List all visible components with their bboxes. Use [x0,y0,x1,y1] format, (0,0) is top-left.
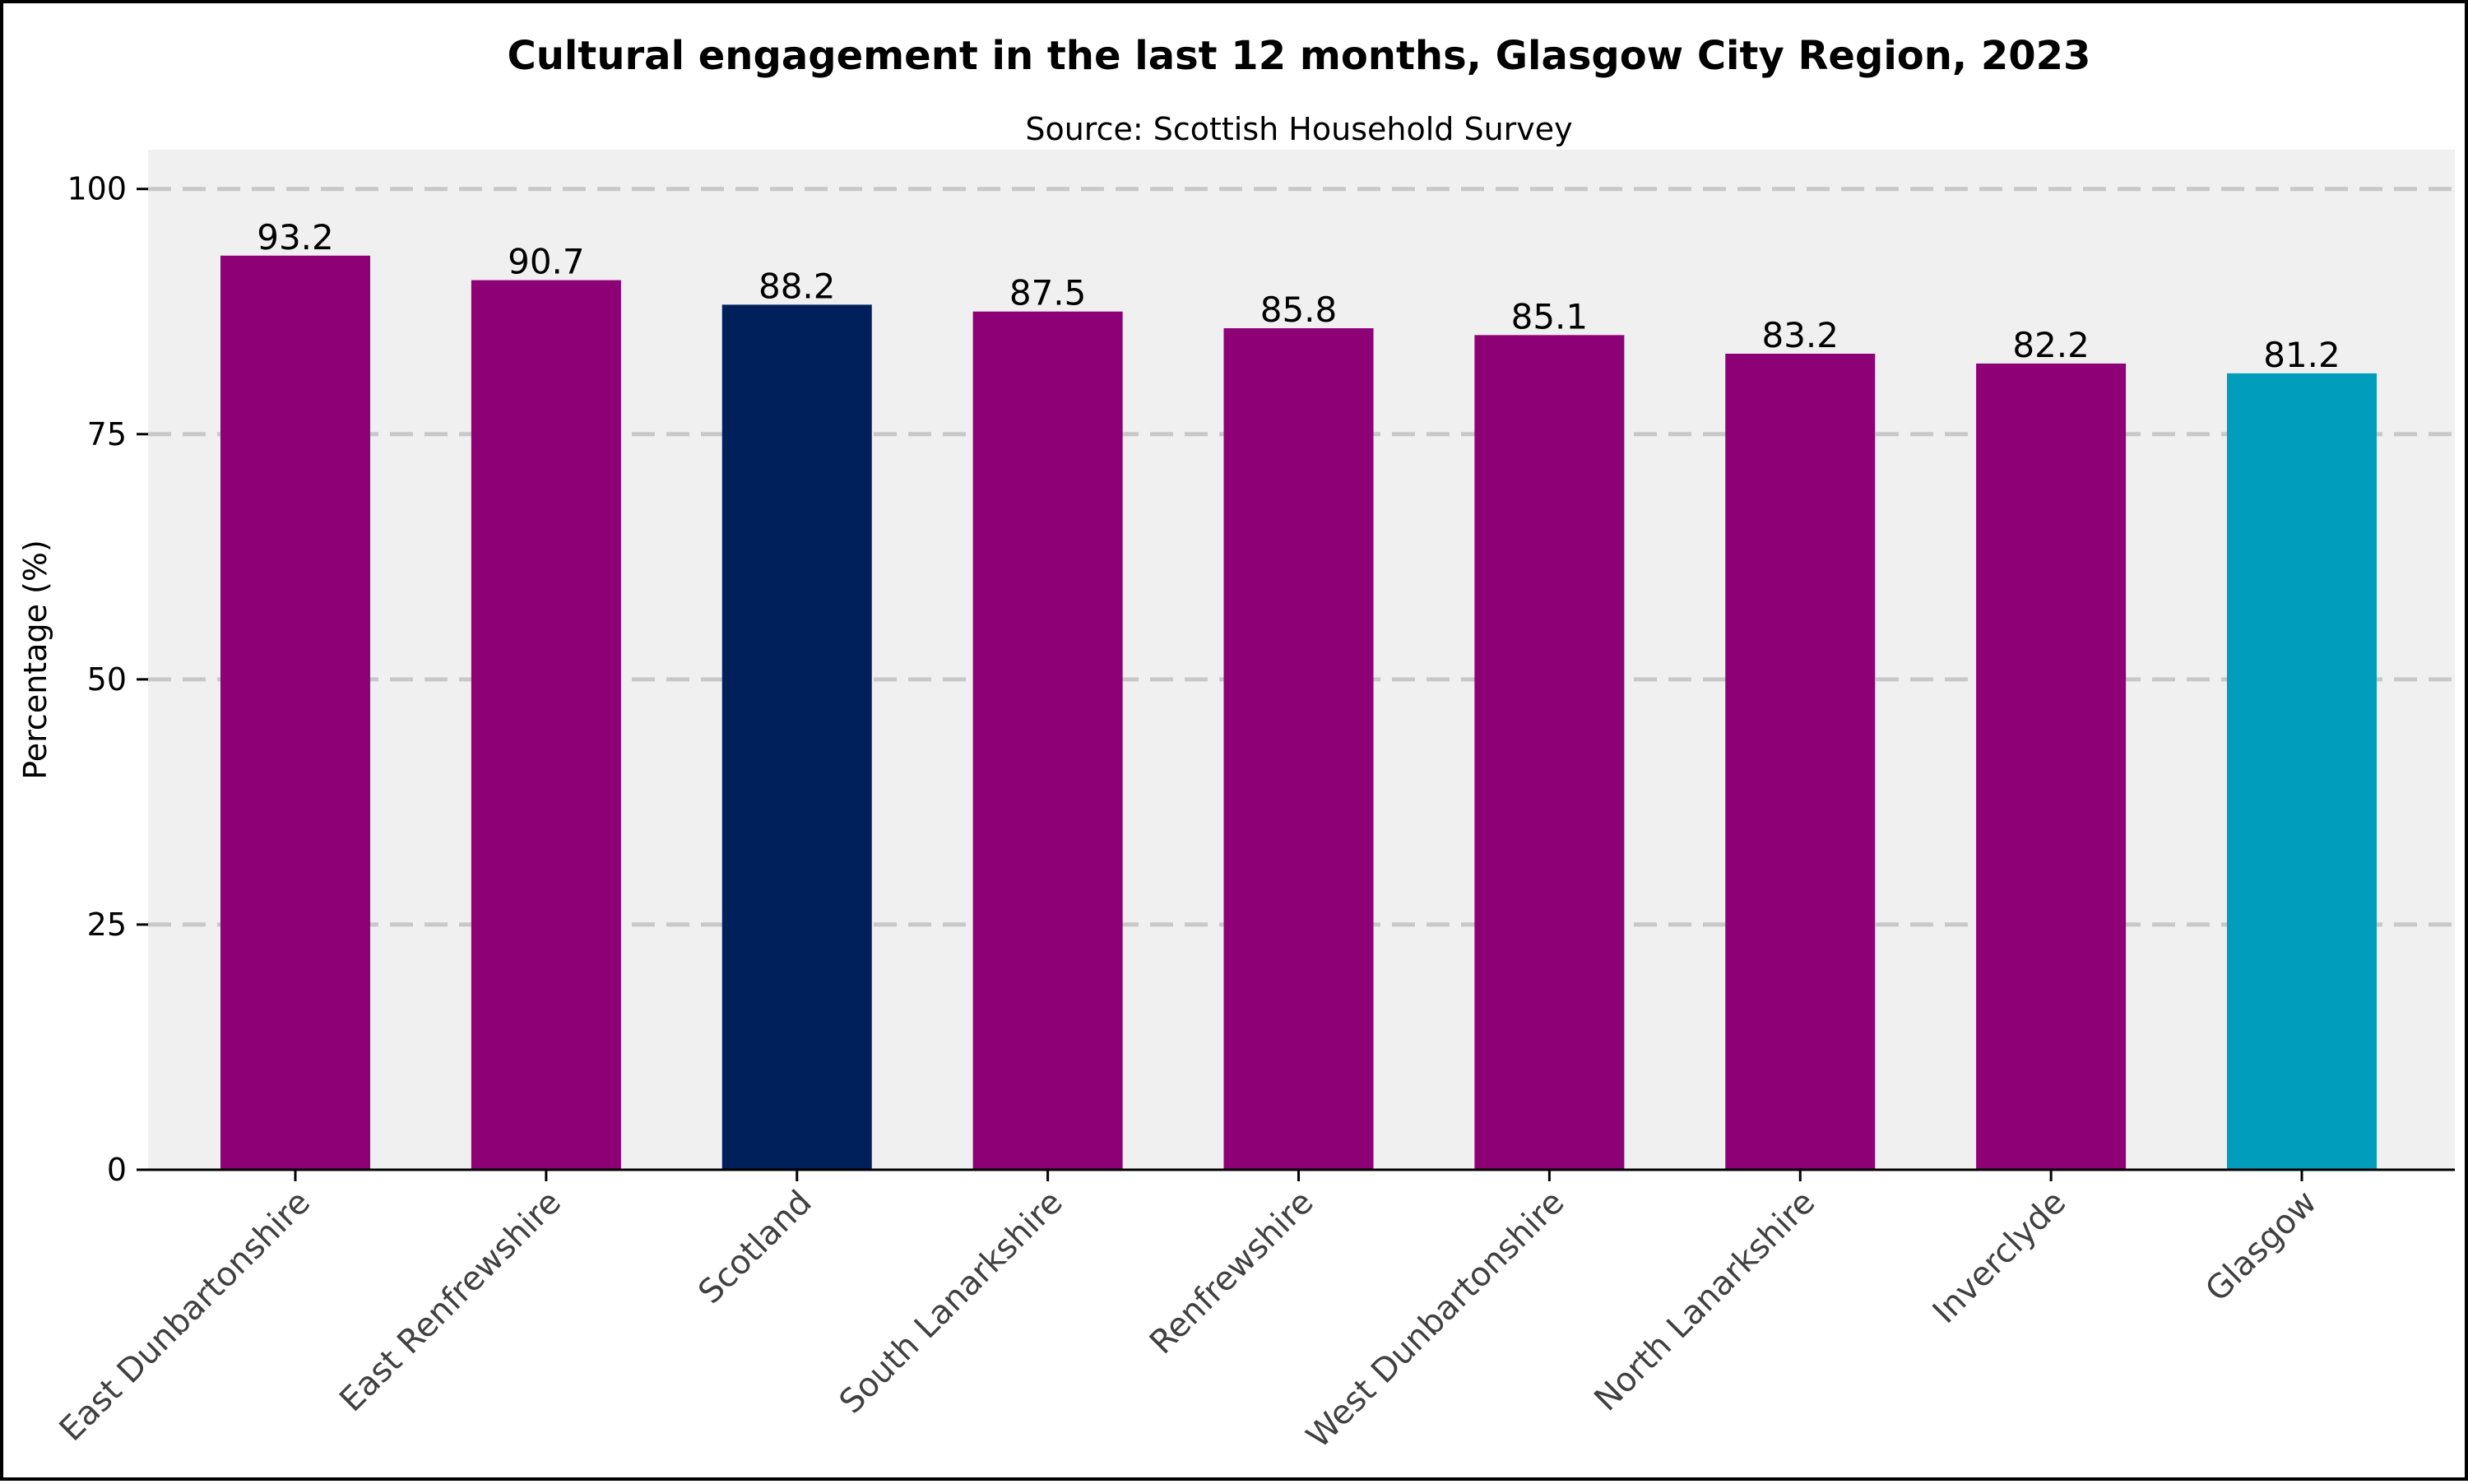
x-axis: East Dunbartonshire East Renfrewshire Scot… [53,1170,2324,1455]
x-tick-label: Inverclyde [1926,1184,2073,1331]
bar-inverclyde [1976,363,2127,1170]
x-tick-label: Scotland [691,1184,819,1311]
y-tick-label: 100 [67,171,127,207]
data-label: 93.2 [257,217,334,257]
y-tick-label: 25 [87,907,127,943]
data-label: 88.2 [758,266,836,306]
data-label: 81.2 [2263,335,2340,375]
chart-canvas: 93.2 90.7 88.2 87.5 85.8 85.1 83.2 82.2 81.2 0 25… [17,33,2455,1455]
x-tick-label: Glasgow [2198,1184,2324,1310]
chart-subtitle: Source: Scottish Household Survey [1025,111,1572,147]
bar-east-renfrewshire [471,280,621,1171]
y-axis-title: Percentage (%) [17,540,53,780]
bar-east-dunbartonshire [220,255,370,1170]
y-tick-label: 0 [107,1152,127,1188]
data-label: 90.7 [508,242,585,282]
bar-glasgow [2227,373,2377,1170]
data-label: 85.1 [1511,296,1589,336]
bar-renfrewshire [1223,328,1374,1170]
data-label: 85.8 [1260,290,1338,330]
bars [220,255,2377,1171]
x-tick-label: East Renfrewshire [332,1184,568,1420]
y-axis: 0 25 50 75 100 [67,171,148,1188]
x-tick-label: East Dunbartonshire [53,1184,318,1449]
data-label: 82.2 [2012,325,2090,365]
bar-south-lanarkshire [972,311,1123,1171]
bar-west-dunbartonshire [1474,335,1625,1170]
data-label: 87.5 [1009,273,1087,313]
y-tick-label: 75 [87,416,127,452]
bar-scotland [721,304,872,1170]
bar-north-lanarkshire [1725,354,1876,1170]
x-tick-label: South Lanarkshire [833,1184,1070,1421]
chart-title: Cultural engagement in the last 12 month… [508,33,2091,79]
data-label: 83.2 [1761,315,1839,355]
x-tick-label: Renfrewshire [1143,1184,1321,1362]
data-labels: 93.2 90.7 88.2 87.5 85.8 85.1 83.2 82.2 81.2 [257,217,2340,375]
x-tick-label: West Dunbartonshire [1300,1184,1572,1456]
x-tick-label: North Lanarkshire [1587,1184,1822,1419]
y-tick-label: 50 [87,661,127,698]
